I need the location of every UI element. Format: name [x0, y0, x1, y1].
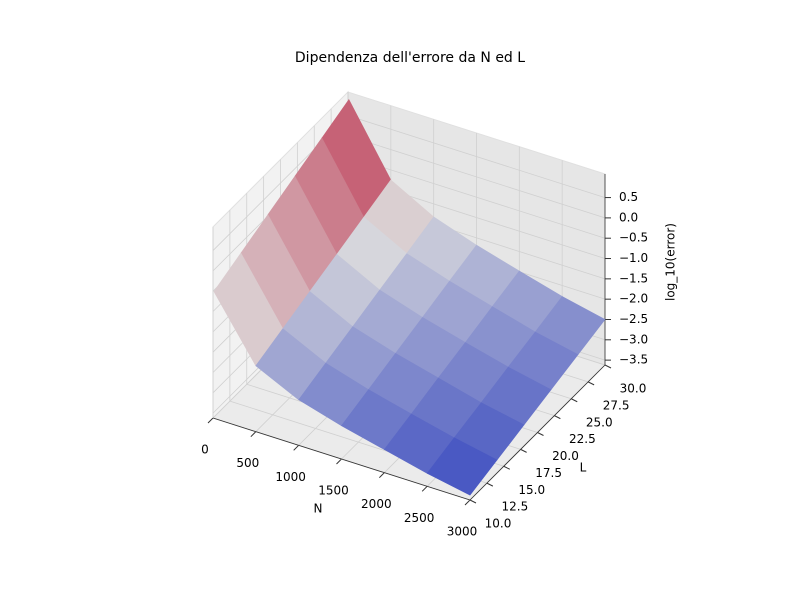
axis-line: [212, 417, 471, 501]
x-tick: [378, 472, 385, 479]
x-tick: [336, 458, 342, 465]
chart-title: Dipendenza dell'errore da N ed L: [295, 50, 525, 66]
y-tick-label: 25.0: [586, 415, 613, 429]
z-tick-label: −3.0: [619, 332, 648, 346]
z-tick-label: −0.5: [619, 231, 648, 245]
x-tick-label: 1000: [275, 470, 306, 484]
z-tick-label: 0.5: [619, 190, 638, 204]
x-tick-label: 500: [236, 456, 259, 470]
x-tick-label: 3000: [447, 525, 478, 539]
y-axis-label: L: [580, 461, 587, 475]
grid-line: [347, 135, 606, 219]
z-tick-label: −1.5: [619, 271, 648, 285]
z-tick-label: −3.5: [619, 353, 648, 367]
x-axis-label: N: [314, 502, 323, 516]
y-tick: [587, 381, 595, 386]
x-tick: [464, 499, 471, 506]
y-tick: [486, 482, 494, 487]
y-tick-label: 17.5: [535, 466, 562, 480]
surface: [213, 99, 606, 496]
y-tick: [520, 448, 527, 453]
y-tick: [554, 415, 561, 420]
y-tick: [503, 465, 510, 470]
y-tick: [604, 364, 612, 369]
y-tick-label: 15.0: [518, 483, 545, 497]
y-tick: [537, 432, 544, 436]
z-tick-label: −2.5: [619, 312, 648, 326]
grid-line: [347, 155, 606, 239]
y-tick: [469, 499, 477, 504]
z-tick-label: −2.0: [619, 292, 648, 306]
y-tick-label: 20.0: [552, 449, 579, 463]
y-tick-label: 10.0: [485, 517, 512, 531]
x-tick-label: 2500: [404, 511, 435, 525]
y-tick-label: 27.5: [603, 398, 630, 412]
y-tick-label: 12.5: [502, 500, 529, 514]
x-tick: [207, 417, 214, 424]
x-tick: [250, 431, 257, 438]
x-tick-label: 1500: [318, 484, 349, 498]
z-axis-label: log_10(error): [664, 223, 678, 301]
y-tick: [571, 398, 578, 403]
z-tick-label: −1.0: [619, 251, 648, 265]
x-tick-label: 0: [201, 443, 209, 457]
z-tick-label: 0.0: [619, 210, 638, 224]
x-tick: [421, 485, 428, 492]
grid-line: [347, 115, 606, 198]
axis-line: [469, 364, 606, 501]
x-tick-label: 2000: [361, 497, 392, 511]
y-tick-label: 22.5: [569, 432, 596, 446]
surface-patch: [426, 437, 498, 496]
x-tick: [293, 444, 300, 451]
y-tick-label: 30.0: [620, 382, 647, 396]
